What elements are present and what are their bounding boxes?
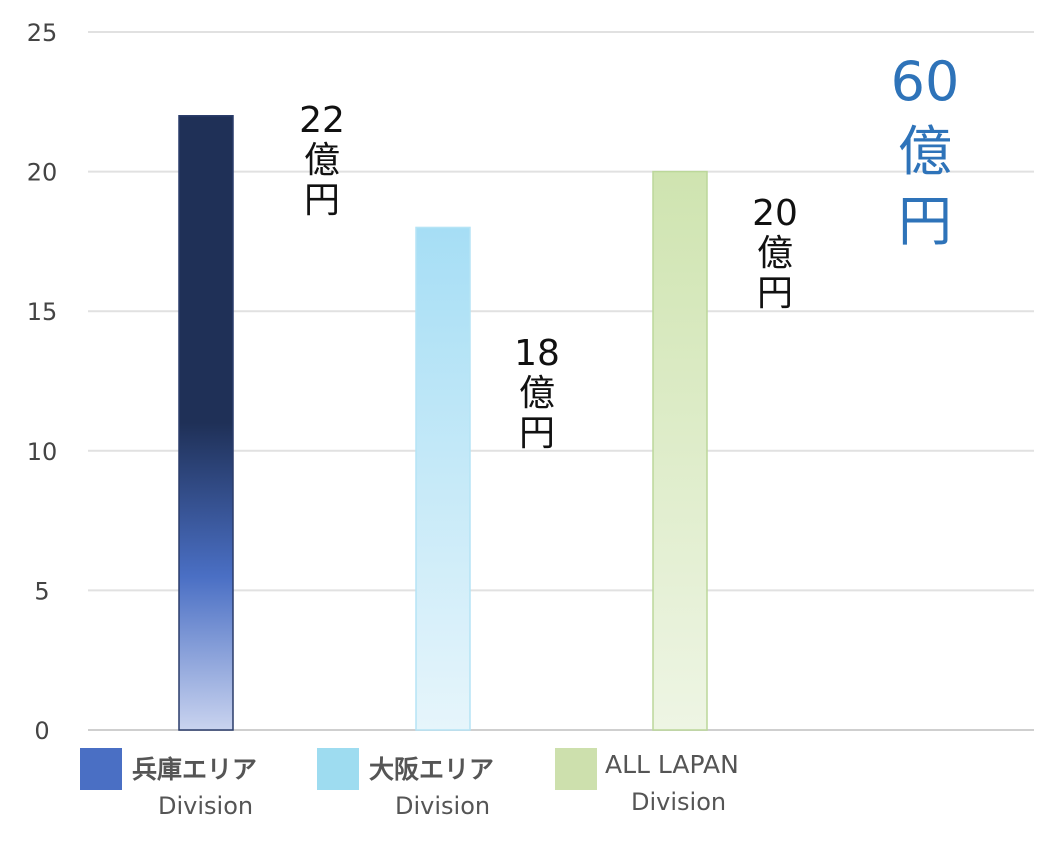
legend-sublabel: Division xyxy=(158,792,254,820)
legend-swatch xyxy=(80,748,122,790)
bar xyxy=(178,115,234,731)
legend-label: 大阪エリア xyxy=(369,755,495,784)
data-label: 円 xyxy=(304,180,340,221)
y-tick-label: 20 xyxy=(27,159,58,187)
legend-sublabel: Division xyxy=(395,792,491,820)
total-annotation: 60 xyxy=(891,50,960,113)
legend-label: 兵庫エリア xyxy=(132,755,258,784)
legend-sublabel: Division xyxy=(631,788,727,816)
data-label: 22 xyxy=(299,100,345,141)
total-annotation: 億 xyxy=(898,120,952,183)
data-label: 億 xyxy=(757,233,793,274)
legend-swatch xyxy=(317,748,359,790)
y-tick-label: 10 xyxy=(27,438,58,466)
data-label: 18 xyxy=(514,333,560,374)
data-label: 20 xyxy=(752,193,798,234)
bar xyxy=(415,226,471,731)
data-label: 円 xyxy=(519,413,555,454)
data-label: 億 xyxy=(519,373,555,414)
total-annotation: 円 xyxy=(898,190,952,253)
data-label: 円 xyxy=(757,273,793,314)
data-label: 億 xyxy=(304,140,340,181)
y-tick-label: 0 xyxy=(34,717,49,745)
legend-label: ALL LAPAN xyxy=(605,750,739,779)
legend-swatch xyxy=(555,748,597,790)
bar xyxy=(652,170,708,731)
y-tick-label: 15 xyxy=(27,298,58,326)
y-tick-label: 25 xyxy=(27,19,58,47)
y-tick-label: 5 xyxy=(34,577,49,605)
